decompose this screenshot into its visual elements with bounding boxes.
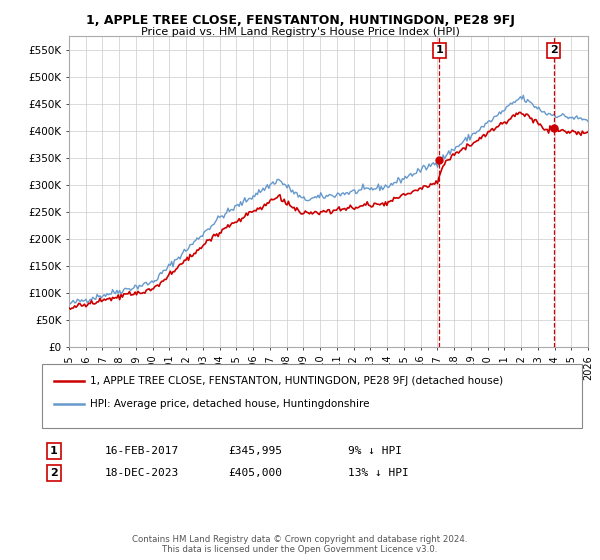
Text: 1, APPLE TREE CLOSE, FENSTANTON, HUNTINGDON, PE28 9FJ: 1, APPLE TREE CLOSE, FENSTANTON, HUNTING… (86, 14, 514, 27)
Text: 1: 1 (436, 45, 443, 55)
Text: 13% ↓ HPI: 13% ↓ HPI (348, 468, 409, 478)
Text: £405,000: £405,000 (228, 468, 282, 478)
Text: HPI: Average price, detached house, Huntingdonshire: HPI: Average price, detached house, Hunt… (90, 399, 370, 409)
Text: 9% ↓ HPI: 9% ↓ HPI (348, 446, 402, 456)
Text: 1, APPLE TREE CLOSE, FENSTANTON, HUNTINGDON, PE28 9FJ (detached house): 1, APPLE TREE CLOSE, FENSTANTON, HUNTING… (90, 376, 503, 385)
Text: 2: 2 (50, 468, 58, 478)
Text: 18-DEC-2023: 18-DEC-2023 (105, 468, 179, 478)
Text: 1: 1 (50, 446, 58, 456)
Text: 2: 2 (550, 45, 558, 55)
Text: Contains HM Land Registry data © Crown copyright and database right 2024.
This d: Contains HM Land Registry data © Crown c… (132, 535, 468, 554)
Text: 16-FEB-2017: 16-FEB-2017 (105, 446, 179, 456)
Text: Price paid vs. HM Land Registry's House Price Index (HPI): Price paid vs. HM Land Registry's House … (140, 27, 460, 37)
Text: £345,995: £345,995 (228, 446, 282, 456)
